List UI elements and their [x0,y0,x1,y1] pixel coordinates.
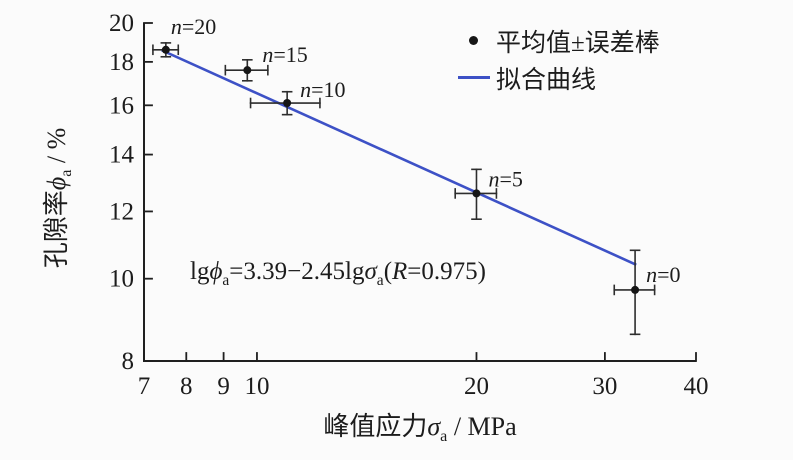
point-label-n-20: n=20 [171,14,216,39]
eq-R-value: =0.975) [407,258,486,285]
point-label-n-0: n=0 [646,262,680,287]
y-axis-title-text: 孔隙率 [42,190,71,269]
y-tick-label-14: 14 [109,142,135,169]
eq-phi-subscript: a [222,272,230,289]
y-tick-label-20: 20 [109,10,134,37]
point-label-n-10: n=10 [300,77,345,102]
fit-line-icon [458,76,490,79]
y-tick-label-12: 12 [109,198,134,225]
x-tick-label-7: 7 [138,373,151,400]
eq-coefficients: =3.39−2.45lg [229,258,365,285]
legend-item-fit-curve: 拟合曲线 [452,59,660,96]
x-tick-label-20: 20 [464,373,489,400]
x-tick-label-30: 30 [592,373,617,400]
eq-paren-open: ( [383,258,393,285]
point-label-n-15: n=15 [262,42,307,67]
y-tick-label-18: 18 [109,49,134,76]
eq-lg1: lg [190,258,210,285]
data-point-n-5 [472,189,481,198]
y-axis-symbol-subscript: a [58,169,76,177]
x-axis-symbol: σ [427,412,441,441]
scatter-marker-icon [469,36,478,45]
eq-R: R [392,258,408,285]
legend-label-fit-curve: 拟合曲线 [496,66,597,94]
eq-phi: ϕ [209,258,223,285]
y-tick-label-8: 8 [122,348,135,375]
legend-item-mean-errorbar: 平均值±误差棒 [452,22,660,59]
data-point-n-20 [161,45,170,54]
x-axis-symbol-subscript: a [440,428,448,446]
eq-sigma: σ [364,258,377,285]
legend: 平均值±误差棒 拟合曲线 [452,22,660,96]
x-axis-unit: / MPa [447,412,517,441]
y-axis-title: 孔隙率ϕa / % [39,18,75,378]
data-point-n-10 [283,99,292,108]
y-tick-label-16: 16 [109,92,134,119]
y-axis-unit: / % [42,127,71,170]
data-point-n-0 [631,285,640,294]
point-label-n-5: n=5 [488,166,522,191]
y-tick-label-10: 10 [109,266,134,293]
legend-swatch-dot [452,22,496,59]
x-axis-title: 峰值应力σa / MPa [144,406,696,446]
data-point-n-15 [243,66,252,75]
fit-line [161,49,637,266]
y-axis-symbol: ϕ [42,176,71,191]
x-axis-title-text: 峰值应力 [323,412,428,441]
legend-swatch-line [452,59,496,96]
eq-sigma-subscript: a [376,272,384,289]
fit-equation: lgϕa=3.39−2.45lgσa(R=0.975) [190,258,486,290]
x-tick-label-9: 9 [217,373,230,400]
x-tick-label-8: 8 [180,373,193,400]
legend-label-mean-errorbar: 平均值±误差棒 [496,29,660,57]
x-tick-label-40: 40 [684,373,709,400]
x-tick-label-10: 10 [244,373,269,400]
